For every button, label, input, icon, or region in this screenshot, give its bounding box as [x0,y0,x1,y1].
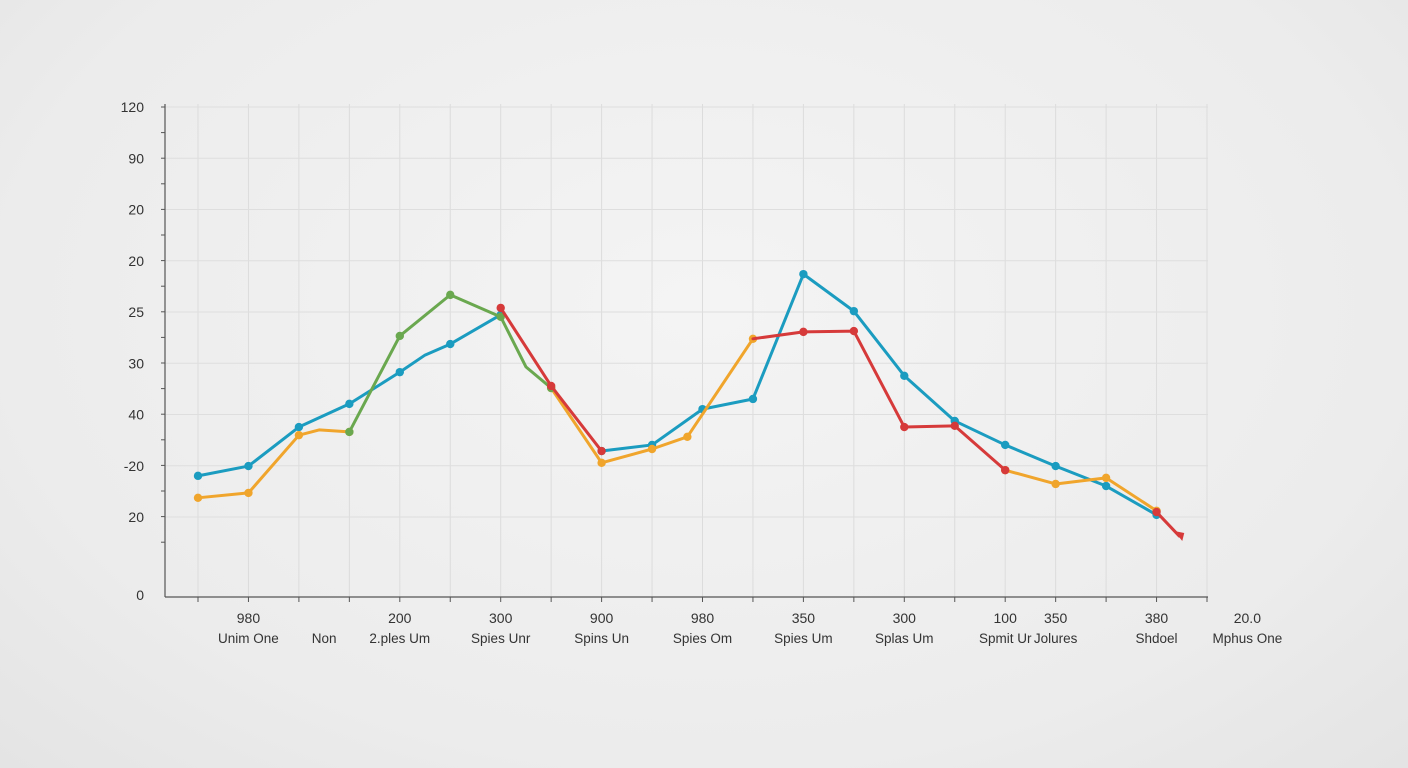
series-line [196,313,503,478]
data-point [496,312,505,322]
x-tick-label-name: Spies Om [673,631,732,646]
data-point [683,432,692,442]
data-point [1051,461,1060,471]
data-point [900,422,909,432]
data-point [1152,507,1161,517]
y-tick-label: 120 [121,99,145,115]
series-line [1003,468,1159,513]
data-point [446,290,455,300]
x-tick-label-value: 350 [1044,610,1068,626]
data-point [900,371,909,381]
x-tick-label-value: 20.0 [1234,610,1261,626]
data-point [1051,479,1060,489]
x-tick-label-value: 300 [489,610,513,626]
x-tick-label-name: Jolures [1034,631,1078,646]
x-tick-label-name: Splas Um [875,631,934,646]
x-tick-label-value: 980 [237,610,261,626]
data-point [647,444,657,454]
data-point [546,381,556,391]
series-1 [193,334,1161,516]
x-tick-label-name: 2.ples Um [369,631,430,646]
x-tick-label-name: Non [312,631,337,646]
data-point [950,421,959,431]
data-point [345,427,354,437]
x-tick-label-value: 350 [792,610,816,626]
data-point [849,306,859,316]
x-tick-label-name: Spies Unr [471,631,531,646]
x-tick-label-name: Spins Un [574,631,629,646]
data-point [597,446,606,456]
x-tick-label-value: 200 [388,610,412,626]
data-point [294,430,304,440]
series-0 [193,269,1161,520]
x-tick-label-value: 380 [1145,610,1169,626]
x-tick-label-name: Spmit Ur [979,631,1032,646]
x-tick-label-value: 300 [893,610,917,626]
data-point [748,394,758,404]
data-point [496,303,505,313]
y-tick-label: 20 [128,253,144,269]
x-tick-label-value: 980 [691,610,715,626]
data-point [294,422,304,432]
data-point [395,331,404,341]
data-point [395,367,404,377]
data-point [849,326,859,336]
y-tick-label: 90 [128,150,144,166]
x-tick-label-name: Unim One [218,631,279,646]
y-tick-label: 40 [128,407,144,423]
y-tick-label: 0 [136,587,144,603]
data-point [1101,481,1111,491]
data-point [597,458,606,468]
data-point [446,339,455,349]
x-tick-label-name: Mphus One [1212,631,1282,646]
series-line [347,293,553,434]
data-point [244,461,253,471]
y-tick-label: 20 [128,202,144,218]
data-point [1001,440,1010,450]
x-tick-label-value: 900 [590,610,614,626]
x-tick-label-name: Shdoel [1136,631,1178,646]
series-line [751,329,1007,472]
y-tick-label: -20 [124,458,144,474]
y-tick-label: 25 [128,304,144,320]
data-point [1101,473,1111,483]
data-point [193,471,203,481]
x-tick-label-name: Spies Um [774,631,833,646]
data-point [345,399,354,409]
data-point [799,327,808,337]
arrow-end-marker [1174,531,1185,542]
series-line [196,428,351,500]
data-point [244,488,253,498]
y-tick-label: 30 [128,355,144,371]
data-point [1001,465,1010,475]
data-point [193,493,203,503]
data-point [799,269,808,279]
series-line [600,272,1159,517]
series-3 [496,303,1185,542]
y-tick-label: 20 [128,509,144,525]
x-tick-label-value: 100 [994,610,1018,626]
